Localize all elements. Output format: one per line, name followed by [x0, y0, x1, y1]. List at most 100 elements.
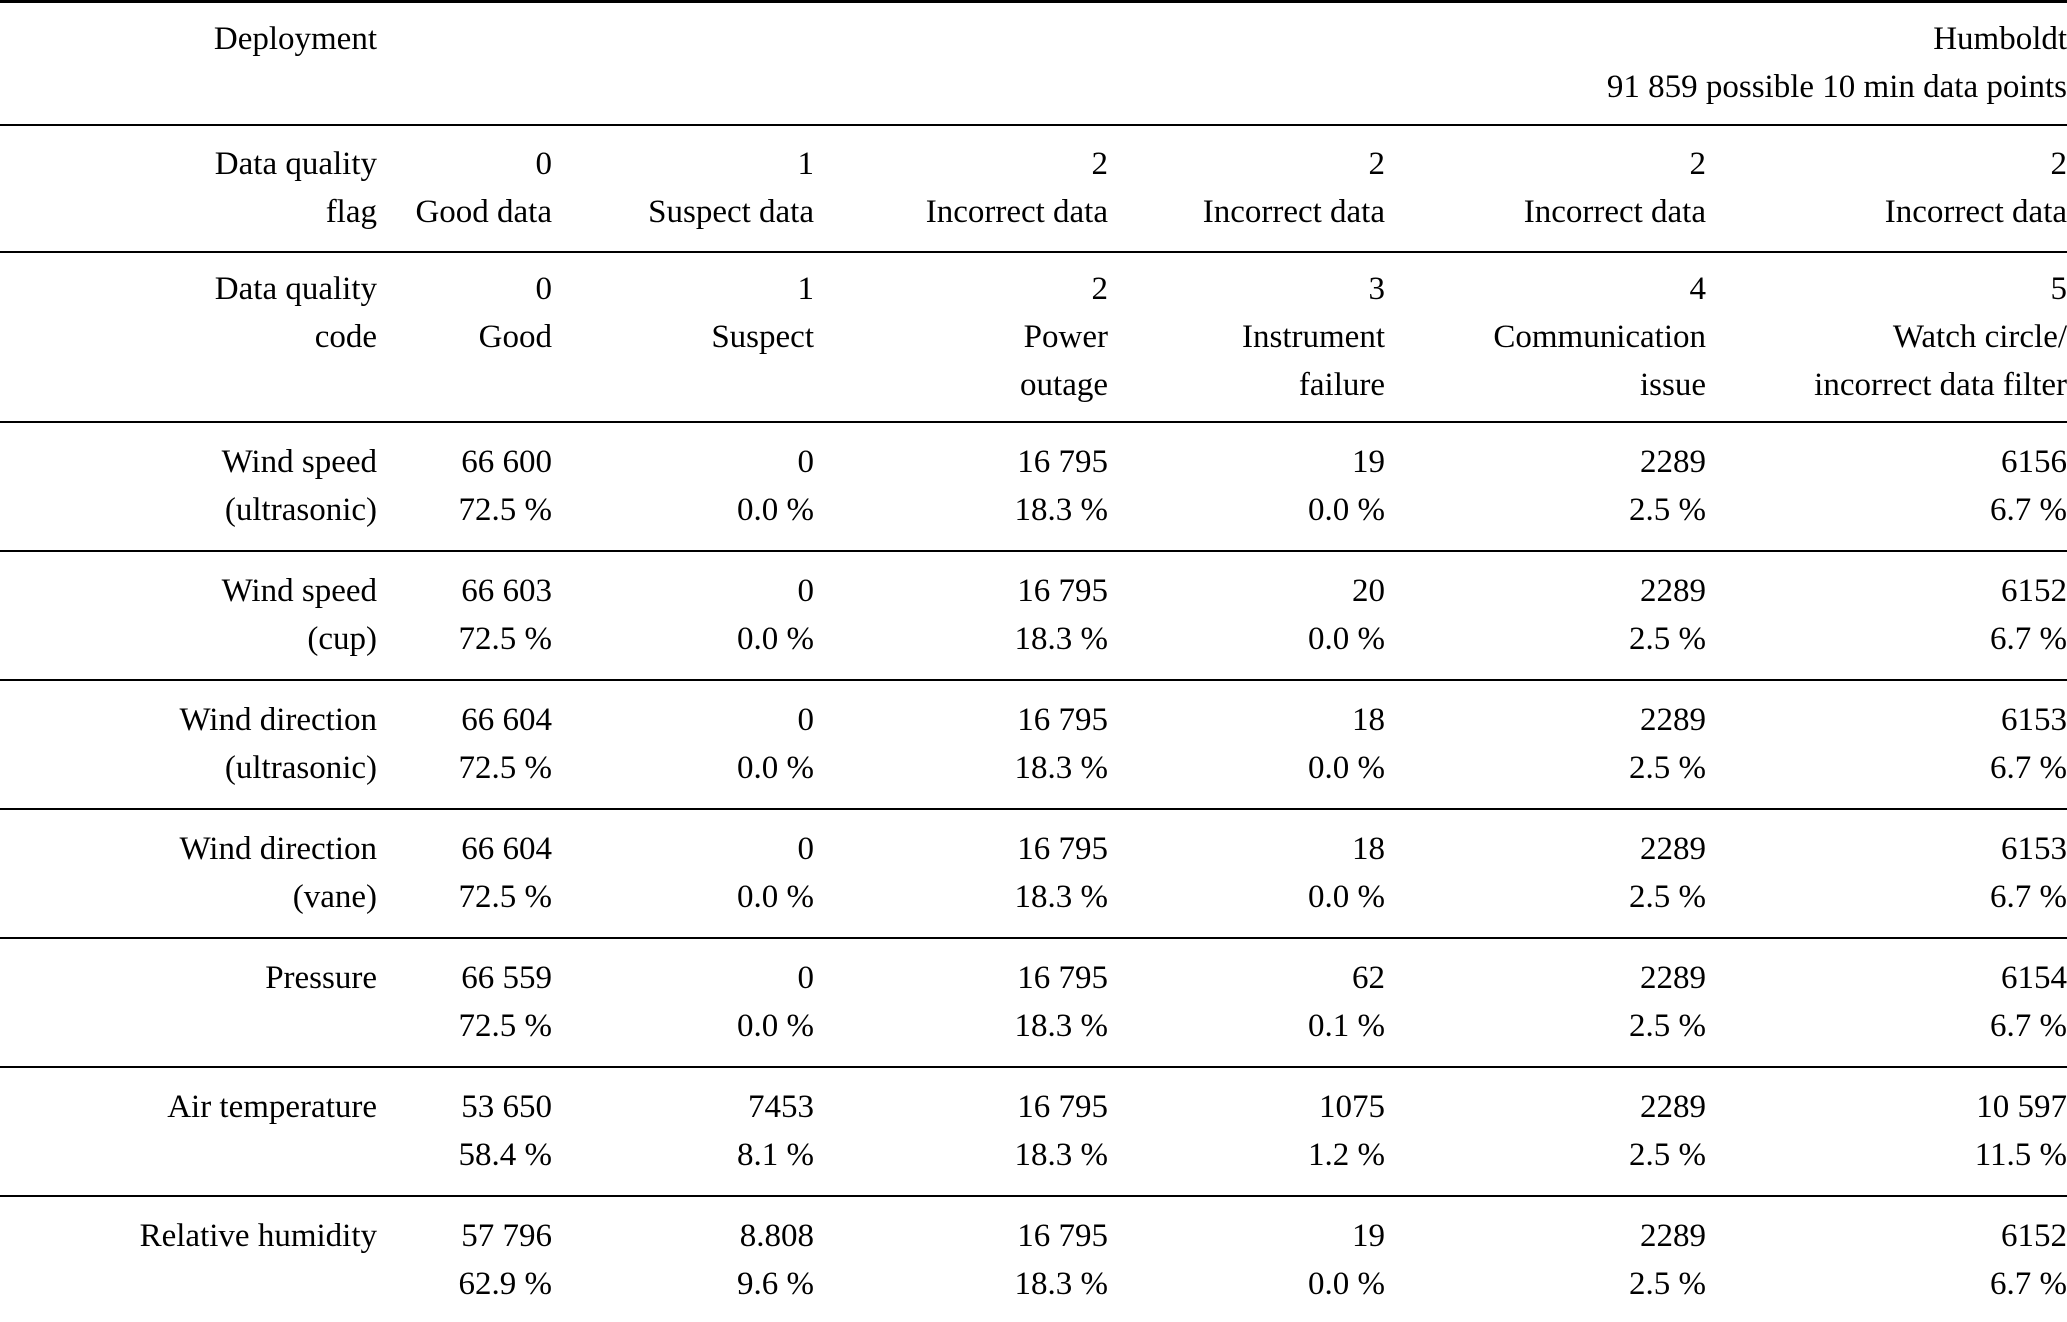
- data-cell: 66 604 72.5 %: [377, 680, 553, 809]
- percent-value: 0.1 %: [1308, 1008, 1385, 1044]
- data-cell: 0 0.0 %: [552, 551, 814, 680]
- count-value: 66 559: [461, 960, 552, 996]
- percent-value: 0.0 %: [737, 879, 814, 915]
- count-value: 16 795: [1017, 444, 1108, 480]
- percent-value: 0.0 %: [737, 1008, 814, 1044]
- flag-col-1: 1 Suspect data: [552, 125, 814, 252]
- data-cell: 10 597 11.5 %: [1706, 1067, 2067, 1196]
- percent-value: 2.5 %: [1629, 621, 1706, 657]
- percent-value: 6.7 %: [1990, 1008, 2067, 1044]
- data-cell: 16 795 18.3 %: [814, 680, 1109, 809]
- percent-value: 1.2 %: [1308, 1137, 1385, 1173]
- percent-value: 9.6 %: [737, 1266, 814, 1302]
- data-cell: 6154 6.7 %: [1706, 938, 2067, 1067]
- data-cell: 6153 6.7 %: [1706, 680, 2067, 809]
- count-value: 16 795: [1017, 1218, 1108, 1254]
- code-col-4: 4 Communication issue: [1385, 252, 1706, 422]
- count-value: 19: [1352, 1218, 1385, 1254]
- count-value: 6153: [2001, 702, 2067, 738]
- data-cell: 2289 2.5 %: [1385, 551, 1706, 680]
- variable-name: Air temperature: [167, 1089, 377, 1125]
- count-value: 2289: [1640, 1089, 1706, 1125]
- percent-value: 0.0 %: [737, 492, 814, 528]
- data-cell: 2289 2.5 %: [1385, 1196, 1706, 1322]
- code-col-3: 3 Instrument failure: [1108, 252, 1385, 422]
- code-label: Power: [1023, 319, 1108, 355]
- code-value: 0: [535, 271, 553, 307]
- count-value: 66 603: [461, 573, 552, 609]
- count-value: 0: [797, 831, 815, 867]
- percent-value: 18.3 %: [1014, 1137, 1109, 1173]
- data-cell: 0 0.0 %: [552, 680, 814, 809]
- percent-value: 72.5 %: [458, 492, 553, 528]
- percent-value: 6.7 %: [1990, 1266, 2067, 1302]
- count-value: 2289: [1640, 573, 1706, 609]
- deployment-site: Humboldt: [1933, 21, 2067, 57]
- table-row-wind-speed-ultrasonic: Wind speed (ultrasonic) 66 600 72.5 % 0 …: [0, 422, 2067, 551]
- code-label2: failure: [1298, 367, 1385, 403]
- flag-col-2: 2 Incorrect data: [814, 125, 1108, 252]
- count-value: 0: [797, 444, 815, 480]
- code-header-label: Data quality code: [214, 271, 377, 355]
- data-cell: 18 0.0 %: [1108, 809, 1385, 938]
- percent-value: 18.3 %: [1014, 621, 1109, 657]
- code-header-row: Data quality code 0 Good 1 Suspect 2 Pow…: [0, 252, 2067, 422]
- percent-value: 0.0 %: [1308, 492, 1385, 528]
- count-value: 0: [797, 702, 815, 738]
- count-value: 6154: [2001, 960, 2067, 996]
- count-value: 0: [797, 960, 815, 996]
- flag-label: Suspect data: [648, 194, 814, 230]
- percent-value: 2.5 %: [1629, 1137, 1706, 1173]
- flag-label: Incorrect data: [1523, 194, 1706, 230]
- flag-col-5: 2 Incorrect data: [1706, 125, 2067, 252]
- data-cell: 16 795 18.3 %: [814, 1196, 1109, 1322]
- percent-value: 8.1 %: [737, 1137, 814, 1173]
- data-cell: 2289 2.5 %: [1385, 680, 1706, 809]
- percent-value: 2.5 %: [1629, 750, 1706, 786]
- data-cell: 19 0.0 %: [1108, 1196, 1385, 1322]
- code-label2: issue: [1640, 367, 1706, 403]
- data-cell: 66 604 72.5 %: [377, 809, 553, 938]
- data-cell: 6156 6.7 %: [1706, 422, 2067, 551]
- data-cell: 6152 6.7 %: [1706, 1196, 2067, 1322]
- table-row-wind-speed-cup: Wind speed (cup) 66 603 72.5 % 0 0.0 % 1…: [0, 551, 2067, 680]
- table-row-wind-direction-vane: Wind direction (vane) 66 604 72.5 % 0 0.…: [0, 809, 2067, 938]
- percent-value: 18.3 %: [1014, 750, 1109, 786]
- code-col-1: 1 Suspect: [552, 252, 814, 422]
- percent-value: 72.5 %: [458, 1008, 553, 1044]
- count-value: 16 795: [1017, 960, 1108, 996]
- code-label: Watch circle/: [1892, 319, 2067, 355]
- flag-col-4: 2 Incorrect data: [1385, 125, 1706, 252]
- percent-value: 2.5 %: [1629, 879, 1706, 915]
- count-value: 18: [1352, 831, 1385, 867]
- code-value: 3: [1368, 271, 1386, 307]
- variable-name: Pressure: [265, 960, 377, 996]
- count-value: 66 600: [461, 444, 552, 480]
- percent-value: 0.0 %: [1308, 1266, 1385, 1302]
- count-value: 19: [1352, 444, 1385, 480]
- percent-value: 0.0 %: [737, 621, 814, 657]
- count-value: 6152: [2001, 573, 2067, 609]
- data-cell: 2289 2.5 %: [1385, 422, 1706, 551]
- code-value: 4: [1689, 271, 1707, 307]
- deployment-points: 91 859 possible 10 min data points: [1606, 69, 2067, 105]
- flag-label: Incorrect data: [925, 194, 1108, 230]
- flag-value: 2: [2050, 146, 2067, 182]
- data-cell: 57 796 62.9 %: [377, 1196, 553, 1322]
- variable-name: Wind direction (ultrasonic): [179, 702, 377, 786]
- flag-label: Good data: [415, 194, 552, 230]
- data-cell: 66 603 72.5 %: [377, 551, 553, 680]
- count-value: 8.808: [739, 1218, 814, 1254]
- data-cell: 2289 2.5 %: [1385, 938, 1706, 1067]
- percent-value: 18.3 %: [1014, 492, 1109, 528]
- data-cell: 8.808 9.6 %: [552, 1196, 814, 1322]
- count-value: 20: [1352, 573, 1385, 609]
- variable-name: Relative humidity: [139, 1218, 377, 1254]
- percent-value: 0.0 %: [1308, 750, 1385, 786]
- percent-value: 18.3 %: [1014, 879, 1109, 915]
- count-value: 6153: [2001, 831, 2067, 867]
- data-cell: 18 0.0 %: [1108, 680, 1385, 809]
- percent-value: 6.7 %: [1990, 492, 2067, 528]
- count-value: 53 650: [461, 1089, 552, 1125]
- code-label2: incorrect data filter: [1814, 367, 2067, 403]
